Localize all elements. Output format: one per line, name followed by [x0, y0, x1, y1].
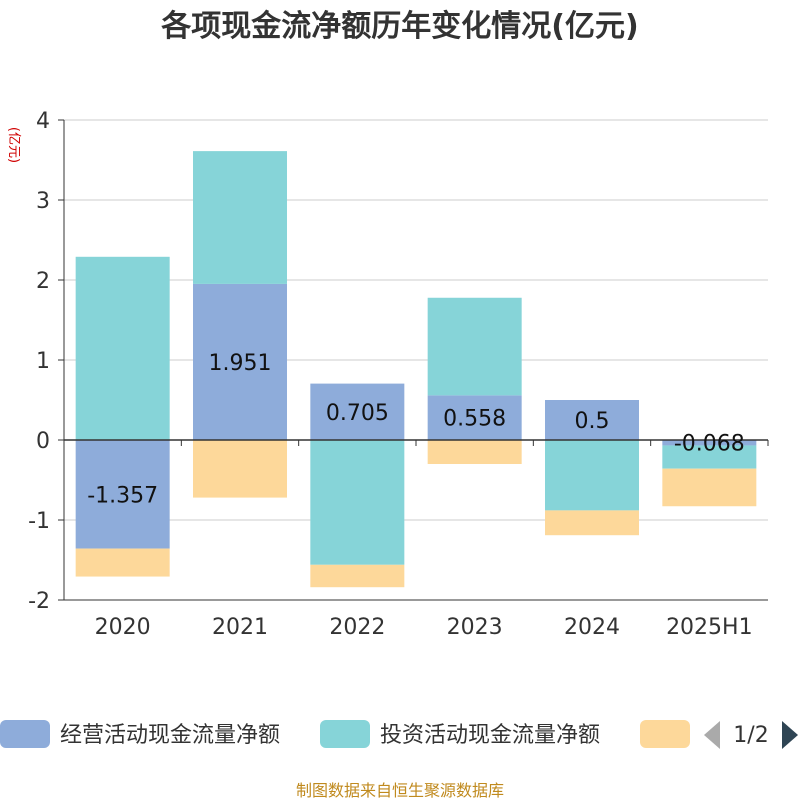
y-tick-label: 3 — [36, 189, 50, 214]
chart-title: 各项现金流净额历年变化情况(亿元) — [160, 9, 638, 44]
legend-swatch-1[interactable] — [0, 720, 50, 748]
bar-series-2 — [662, 445, 757, 469]
data-label: 0.5 — [575, 409, 610, 434]
bar-series-1 — [662, 440, 757, 446]
y-axis-unit: (亿元) — [6, 127, 21, 163]
x-tick-label: 2023 — [447, 615, 503, 640]
bar-series-3 — [427, 440, 522, 464]
y-tick-label: 2 — [36, 269, 50, 294]
bar-series-1 — [75, 440, 170, 549]
legend-label-2[interactable]: 投资活动现金流量净额 — [380, 723, 600, 748]
legend-prev-icon[interactable] — [704, 721, 720, 749]
data-label: -0.068 — [674, 432, 745, 457]
y-tick-label: 0 — [36, 429, 50, 454]
bar-series-3 — [310, 564, 405, 588]
bar-series-1 — [310, 383, 405, 440]
bar-series-2 — [75, 256, 170, 440]
bar-series-3 — [662, 468, 757, 507]
data-labels: -1.357 1.951 0.705 0.558 0.5 -0.068 — [87, 351, 745, 508]
data-label: -1.357 — [87, 483, 158, 508]
bar-series-1 — [545, 400, 639, 440]
bar-series-2 — [545, 440, 639, 511]
axes: -2 -1 0 1 2 3 4 2020 2021 2022 2023 2024 2025H1 — [28, 109, 769, 640]
y-tick-label: -1 — [28, 509, 50, 534]
legend: 经营活动现金流量净额 投资活动现金流量净额 1/2 — [0, 720, 798, 749]
y-tick-label: 4 — [36, 109, 50, 134]
y-tick-label: -2 — [28, 589, 50, 614]
bar-series-2 — [310, 440, 405, 565]
data-label: 0.558 — [443, 407, 506, 432]
bar-series-2 — [427, 297, 522, 396]
x-tick-label: 2021 — [212, 615, 268, 640]
bar-series-3 — [193, 440, 287, 498]
legend-next-icon[interactable] — [782, 721, 798, 749]
legend-page-indicator: 1/2 — [733, 723, 768, 748]
legend-swatch-2[interactable] — [320, 720, 370, 748]
bar-series-3 — [545, 510, 639, 536]
data-label: 1.951 — [209, 351, 272, 376]
bars — [75, 151, 757, 588]
x-tick-label: 2025H1 — [666, 615, 753, 640]
legend-label-1[interactable]: 经营活动现金流量净额 — [60, 723, 280, 748]
data-label: 0.705 — [326, 401, 389, 426]
bar-series-1 — [193, 283, 287, 440]
x-tick-label: 2024 — [564, 615, 620, 640]
bar-series-1 — [427, 395, 522, 440]
bar-series-2 — [193, 151, 287, 284]
data-source: 制图数据来自恒生聚源数据库 — [296, 781, 504, 800]
bar-series-3 — [75, 548, 170, 577]
x-tick-label: 2022 — [329, 615, 385, 640]
legend-swatch-3[interactable] — [640, 720, 690, 748]
y-tick-label: 1 — [36, 349, 50, 374]
x-tick-label: 2020 — [95, 615, 151, 640]
